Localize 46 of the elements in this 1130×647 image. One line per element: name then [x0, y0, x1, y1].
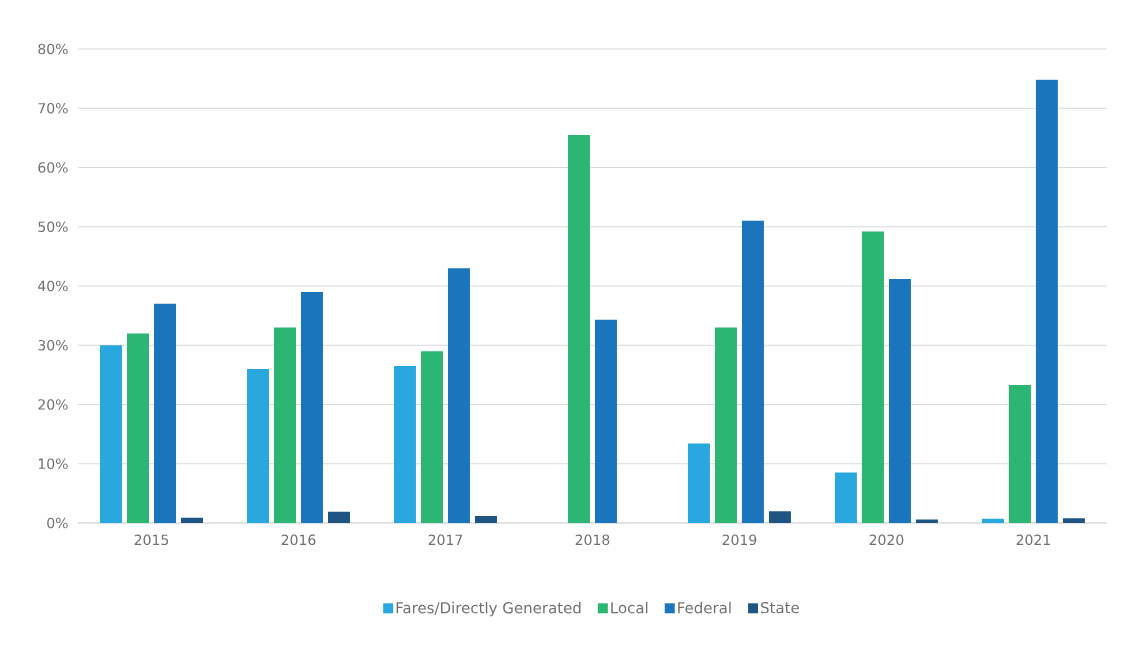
bar [1008, 384, 1031, 523]
x-tick-label: 2019 [722, 534, 757, 546]
legend-label: Fares/Directly Generated [396, 601, 581, 617]
bar [447, 268, 470, 523]
y-tick-label: 70% [38, 102, 68, 114]
y-tick-label: 60% [38, 162, 68, 173]
y-tick-label: 40% [38, 280, 68, 292]
bar [154, 303, 176, 523]
bar [567, 134, 590, 523]
y-tick-label: 30% [38, 339, 68, 351]
bar [687, 443, 710, 523]
y-tick-label: 50% [38, 221, 68, 233]
bar [768, 511, 791, 523]
bar [1035, 79, 1058, 523]
x-tick-label: 2021 [1016, 534, 1050, 546]
bar [393, 365, 416, 523]
bar [100, 345, 122, 523]
bar [888, 278, 911, 523]
y-tick-label: 80% [38, 43, 68, 55]
bar [1062, 518, 1085, 523]
bar [273, 327, 296, 523]
bar [246, 368, 269, 523]
bar [127, 333, 149, 523]
bar [420, 351, 443, 523]
bar [915, 519, 938, 523]
bar [834, 472, 857, 523]
y-tick-label: 20% [38, 399, 68, 410]
x-tick-label: 2018 [575, 534, 610, 546]
bar [714, 327, 737, 523]
x-tick-label: 2020 [869, 534, 904, 546]
y-tick-label: 0% [47, 517, 68, 529]
legend-label: Federal [678, 601, 731, 614]
x-tick-label: 2016 [281, 534, 316, 546]
bar [327, 511, 350, 523]
bar [474, 515, 497, 523]
x-tick-label: 2015 [134, 534, 169, 546]
legend-label: State [761, 601, 799, 614]
bar [981, 518, 1004, 523]
legend-label: Local [611, 601, 648, 614]
x-tick-label: 2017 [428, 534, 463, 546]
bar [181, 517, 203, 523]
bar [300, 291, 323, 523]
bar [741, 220, 764, 523]
bar [594, 319, 617, 523]
y-tick-label: 10% [38, 458, 68, 470]
bar [861, 231, 884, 523]
